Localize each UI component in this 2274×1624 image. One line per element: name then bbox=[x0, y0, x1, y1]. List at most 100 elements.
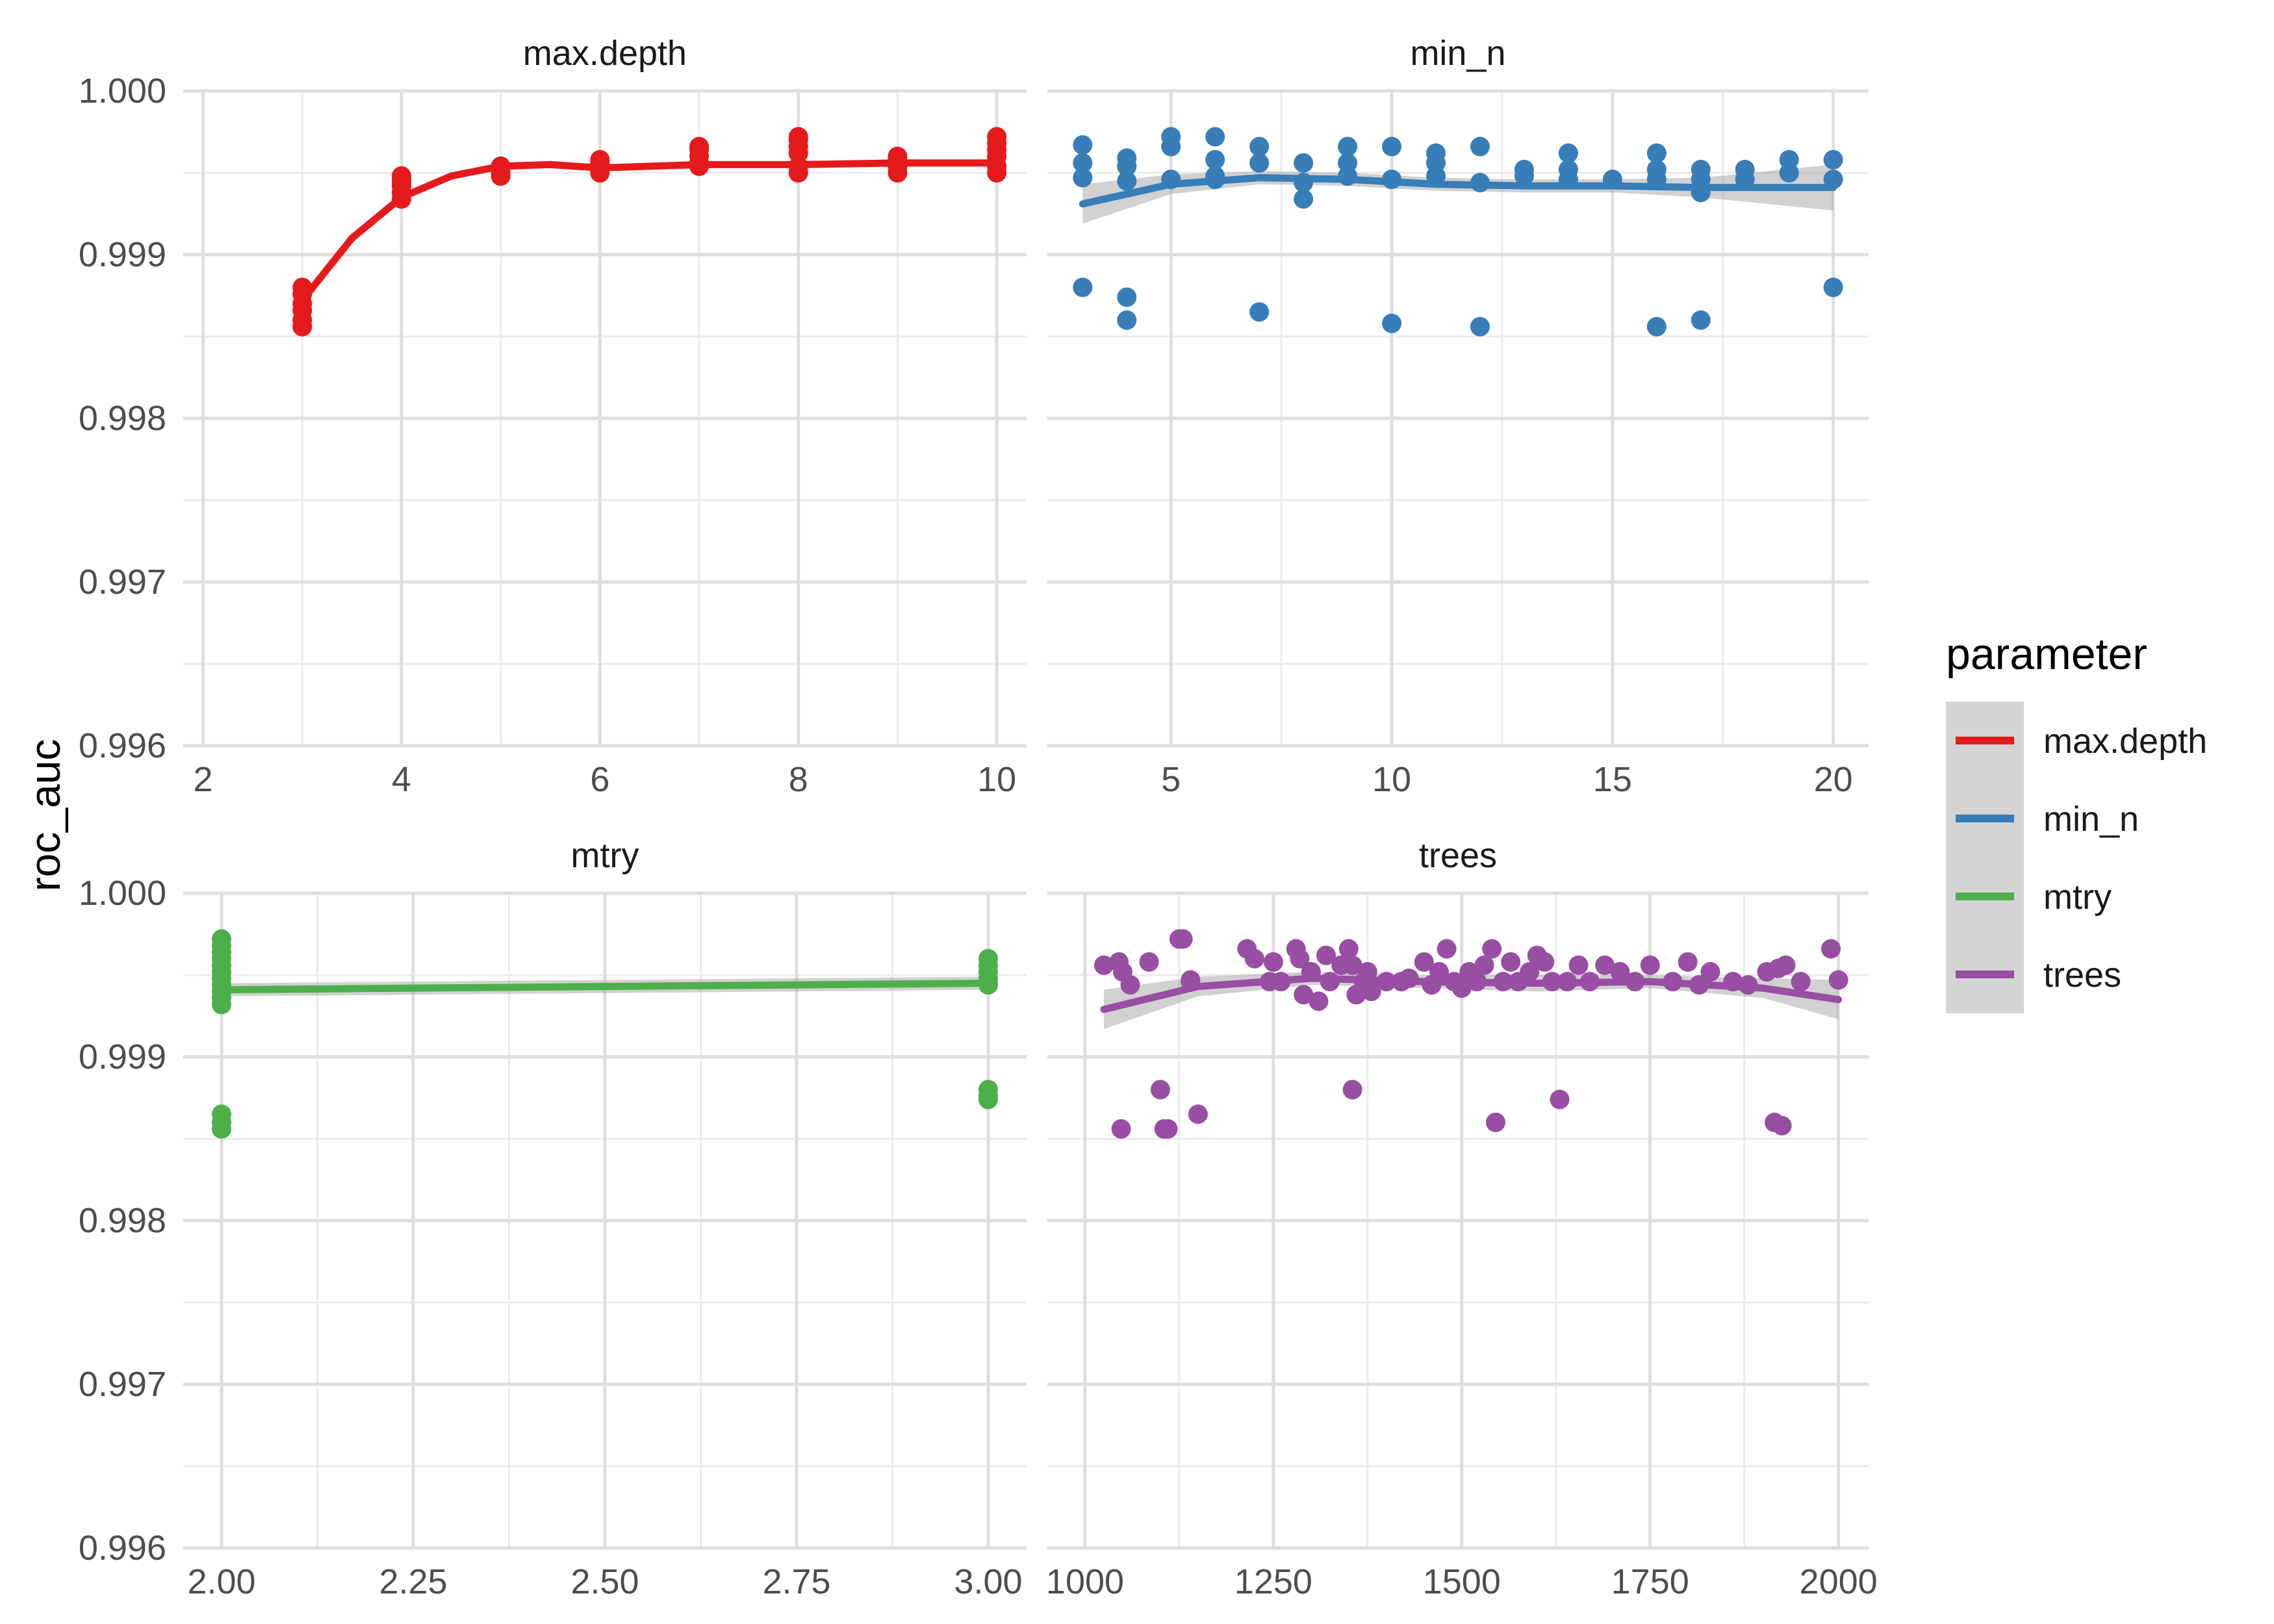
data-point bbox=[1568, 955, 1589, 975]
facet-title: max.depth bbox=[523, 34, 687, 73]
data-point bbox=[1117, 310, 1137, 330]
data-point bbox=[1342, 955, 1362, 975]
y-tick-label: 0.996 bbox=[79, 1529, 166, 1567]
x-tick-label: 5 bbox=[1161, 760, 1181, 799]
x-tick-label: 15 bbox=[1593, 760, 1632, 799]
legend-label: mtry bbox=[2043, 878, 2112, 917]
data-point bbox=[1342, 1080, 1362, 1100]
data-point bbox=[1482, 939, 1502, 959]
panel-trees: trees 1000 1250 1500 1750 2000 bbox=[1046, 836, 1878, 1601]
data-point bbox=[1073, 135, 1093, 155]
data-point bbox=[1558, 143, 1578, 163]
x-tick-label: 1750 bbox=[1611, 1562, 1689, 1601]
data-point bbox=[1791, 972, 1811, 992]
x-tick-label: 2.50 bbox=[570, 1562, 639, 1601]
x-tick-label: 1250 bbox=[1234, 1562, 1312, 1601]
data-point bbox=[1173, 929, 1193, 949]
data-point bbox=[1678, 952, 1698, 972]
data-point bbox=[1772, 1115, 1792, 1136]
data-point bbox=[1610, 961, 1630, 982]
data-point bbox=[1249, 302, 1270, 322]
data-point bbox=[1249, 153, 1270, 173]
data-point bbox=[1294, 985, 1314, 1005]
data-point bbox=[1073, 168, 1093, 188]
data-point bbox=[1382, 136, 1402, 157]
data-point bbox=[1700, 961, 1720, 982]
data-point bbox=[1437, 939, 1457, 959]
data-point bbox=[1309, 991, 1329, 1011]
legend-label: min_n bbox=[2043, 800, 2139, 839]
x-tick-label: 3.00 bbox=[954, 1562, 1022, 1601]
data-point bbox=[1429, 961, 1450, 982]
data-point bbox=[1150, 1080, 1170, 1100]
legend-title: parameter bbox=[1946, 629, 2147, 679]
data-point bbox=[1550, 1089, 1570, 1110]
data-point bbox=[1117, 287, 1137, 307]
y-tick-label: 1.000 bbox=[79, 71, 166, 110]
data-point bbox=[1779, 163, 1799, 183]
x-tick-label: 8 bbox=[789, 760, 808, 799]
facet-title: mtry bbox=[571, 836, 639, 875]
data-point bbox=[1188, 1104, 1208, 1124]
data-point bbox=[1382, 313, 1402, 333]
x-tick-label: 20 bbox=[1814, 760, 1853, 799]
x-tick-label: 2.00 bbox=[187, 1562, 255, 1601]
data-point bbox=[1111, 1119, 1131, 1139]
y-tick-label: 0.997 bbox=[79, 1365, 166, 1404]
smooth-line bbox=[298, 159, 1001, 305]
data-point bbox=[391, 166, 411, 186]
data-point bbox=[1828, 970, 1848, 990]
data-point bbox=[1294, 153, 1314, 173]
data-point bbox=[1535, 952, 1555, 972]
x-tick-label: 2 bbox=[194, 760, 213, 799]
y-tick-label: 0.999 bbox=[79, 1037, 166, 1076]
legend-label: max.depth bbox=[2043, 722, 2207, 761]
data-point bbox=[1073, 153, 1093, 173]
panel-mtry: mtry 2.00 2.25 2.50 2.75 3.00 0.996 0.997 0.998 0… bbox=[79, 836, 1027, 1601]
data-point bbox=[1776, 955, 1796, 975]
smooth-line bbox=[1100, 974, 1843, 1013]
x-tick-label: 2.25 bbox=[379, 1562, 447, 1601]
data-point bbox=[1640, 955, 1660, 975]
smooth-line bbox=[1079, 174, 1837, 208]
data-point bbox=[1646, 143, 1667, 163]
y-tick-label: 0.998 bbox=[79, 399, 166, 438]
x-tick-label: 10 bbox=[1372, 760, 1411, 799]
smooth-line bbox=[218, 980, 992, 994]
data-point bbox=[1117, 156, 1137, 176]
data-point bbox=[1316, 945, 1336, 965]
data-point bbox=[1646, 316, 1667, 336]
panel-max-depth: max.depth 2 4 6 8 10 0.996 0.997 0.998 0.999 1.000 bbox=[79, 34, 1027, 799]
data-point bbox=[788, 127, 808, 147]
y-tick-label: 0.999 bbox=[79, 235, 166, 274]
y-tick-label: 0.997 bbox=[79, 563, 166, 602]
data-point bbox=[1205, 127, 1225, 147]
data-point bbox=[1485, 1112, 1505, 1132]
x-tick-label: 4 bbox=[392, 760, 411, 799]
y-tick-label: 0.996 bbox=[79, 726, 166, 765]
data-point bbox=[1470, 316, 1490, 336]
facet-title: trees bbox=[1419, 836, 1497, 875]
data-point bbox=[1520, 961, 1540, 982]
data-point bbox=[1249, 136, 1270, 157]
legend-key-background bbox=[1946, 702, 2024, 1013]
x-tick-label: 6 bbox=[590, 760, 609, 799]
data-point bbox=[1244, 948, 1264, 969]
facet-panels: max.depth 2 4 6 8 10 0.996 0.997 0.998 0.999 1.000… bbox=[79, 34, 1878, 1601]
data-point bbox=[1161, 136, 1181, 157]
data-point bbox=[1514, 166, 1534, 186]
data-point bbox=[1120, 975, 1140, 995]
legend-label: trees bbox=[2043, 956, 2121, 995]
data-point bbox=[689, 136, 709, 157]
x-tick-label: 2.75 bbox=[762, 1562, 830, 1601]
y-tick-label: 0.998 bbox=[79, 1201, 166, 1240]
data-point bbox=[1361, 982, 1381, 1002]
x-tick-label: 10 bbox=[977, 760, 1016, 799]
data-point bbox=[212, 995, 231, 1015]
data-point bbox=[212, 1119, 231, 1139]
data-point bbox=[1117, 171, 1137, 191]
panel-min-n: min_n 5 10 15 20 bbox=[1047, 34, 1869, 799]
data-point bbox=[1154, 1119, 1174, 1139]
data-point bbox=[1821, 939, 1841, 959]
y-tick-label: 1.000 bbox=[79, 874, 166, 913]
